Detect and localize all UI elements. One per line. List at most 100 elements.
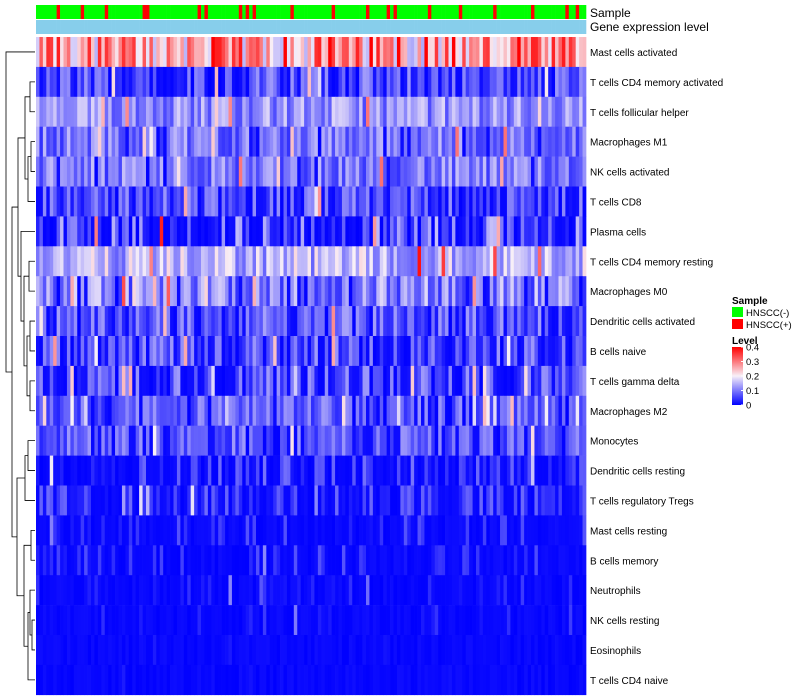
heatmap-cell	[84, 575, 88, 606]
heatmap-cell	[572, 515, 577, 546]
heatmap-cell	[393, 575, 398, 606]
heatmap-cell	[434, 37, 439, 68]
heatmap-cell	[111, 664, 116, 696]
heatmap-cell	[91, 545, 95, 576]
heatmap-cell	[534, 605, 539, 636]
level-annotation-cell	[489, 20, 494, 34]
heatmap-cell	[321, 395, 326, 426]
heatmap-cell	[324, 37, 329, 68]
heatmap-cell	[582, 186, 587, 217]
heatmap-cell	[362, 515, 367, 546]
heatmap-cell	[173, 365, 178, 397]
heatmap-cell	[572, 66, 577, 98]
heatmap-cell	[221, 664, 226, 696]
row-label: Macrophages M1	[590, 138, 668, 149]
heatmap-cell	[293, 575, 298, 606]
heatmap-cell	[376, 37, 381, 68]
level-annotation-cell	[307, 20, 312, 34]
heatmap-cell	[311, 365, 315, 397]
heatmap-cell	[118, 365, 123, 397]
heatmap-cell	[108, 126, 112, 157]
heatmap-cell	[314, 186, 319, 217]
heatmap-cell	[197, 664, 202, 696]
heatmap-cell	[324, 336, 329, 367]
sample-annotation-cell	[91, 5, 95, 19]
heatmap-cell	[410, 246, 415, 277]
heatmap-cell	[91, 605, 95, 636]
heatmap-cell	[390, 66, 394, 98]
heatmap-cell	[531, 395, 535, 426]
heatmap-cell	[534, 635, 539, 666]
heatmap-cell	[197, 96, 202, 127]
heatmap-cell	[111, 306, 116, 337]
heatmap-cell	[187, 395, 192, 426]
heatmap-cell	[221, 635, 226, 666]
heatmap-cell	[462, 186, 467, 217]
heatmap-cell	[352, 635, 357, 666]
heatmap-cell	[194, 126, 198, 157]
heatmap-cell	[434, 156, 439, 187]
heatmap-cell	[513, 515, 518, 546]
heatmap-cell	[427, 246, 432, 277]
heatmap-cell	[307, 156, 312, 187]
heatmap-cell	[582, 395, 587, 426]
level-annotation-cell	[568, 20, 573, 34]
sample-annotation-cell	[197, 5, 202, 19]
heatmap-cell	[276, 37, 281, 68]
level-annotation-cell	[372, 20, 377, 34]
heatmap-cell	[396, 515, 401, 546]
heatmap-cell	[197, 276, 202, 307]
heatmap-cell	[537, 246, 542, 277]
heatmap-cell	[115, 365, 119, 397]
heatmap-cell	[197, 455, 202, 486]
heatmap-cell	[417, 575, 422, 606]
heatmap-cell	[568, 66, 573, 98]
level-annotation-cell	[352, 20, 356, 34]
heatmap-cell	[372, 664, 377, 696]
heatmap-cell	[503, 126, 508, 157]
heatmap-cell	[53, 246, 57, 277]
sample-annotation-cell	[486, 5, 491, 19]
heatmap-cell	[238, 545, 243, 576]
heatmap-cell	[190, 246, 195, 277]
heatmap-cell	[238, 306, 243, 337]
heatmap-cell	[94, 395, 99, 426]
heatmap-cell	[235, 515, 240, 546]
heatmap-cell	[207, 246, 212, 277]
heatmap-cell	[135, 66, 140, 98]
heatmap-cell	[372, 66, 377, 98]
heatmap-cell	[176, 575, 181, 606]
heatmap-cell	[256, 575, 260, 606]
heatmap-cell	[558, 216, 563, 247]
heatmap-cell	[572, 425, 577, 456]
heatmap-cell	[307, 246, 312, 277]
heatmap-cell	[125, 395, 130, 426]
heatmap-cell	[108, 156, 112, 187]
heatmap-cell	[187, 515, 192, 546]
heatmap-cell	[427, 126, 432, 157]
heatmap-cell	[314, 455, 319, 486]
heatmap-cell	[311, 276, 315, 307]
heatmap-cell	[273, 545, 277, 576]
heatmap-cell	[304, 336, 308, 367]
heatmap-cell	[555, 96, 559, 127]
heatmap-cell	[544, 336, 549, 367]
sample-annotation-cell	[524, 5, 528, 19]
heatmap-cell	[469, 186, 473, 217]
heatmap-cell	[341, 126, 346, 157]
heatmap-cell	[345, 365, 350, 397]
heatmap-cell	[280, 216, 284, 247]
heatmap-cell	[249, 635, 253, 666]
heatmap-cell	[101, 246, 106, 277]
sample-annotation-cell	[479, 5, 484, 19]
heatmap-cell	[139, 515, 143, 546]
heatmap-cell	[297, 306, 302, 337]
heatmap-cell	[149, 575, 154, 606]
heatmap-cell	[493, 635, 497, 666]
heatmap-cell	[421, 425, 425, 456]
heatmap-cell	[427, 37, 432, 68]
heatmap-cell	[321, 545, 326, 576]
heatmap-cell	[163, 425, 167, 456]
heatmap-cell	[393, 246, 398, 277]
heatmap-cell	[376, 635, 381, 666]
